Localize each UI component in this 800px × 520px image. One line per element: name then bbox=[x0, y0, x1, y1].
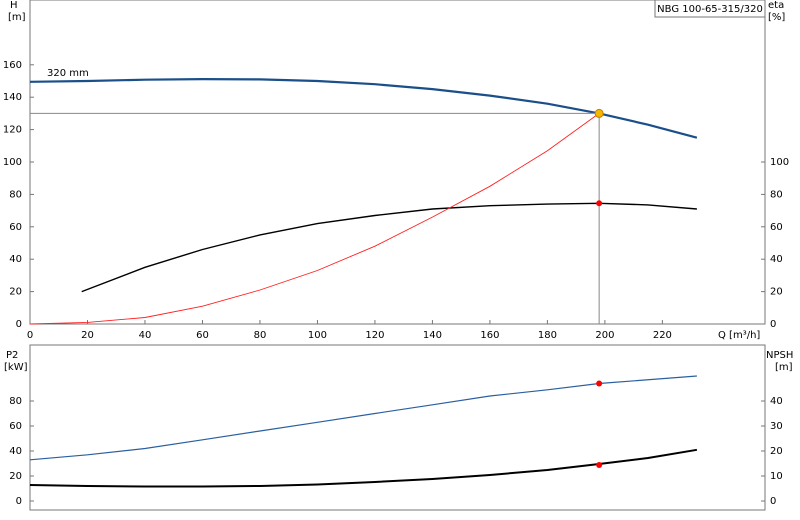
plot-frame bbox=[29, 344, 766, 511]
x-tick-label: 20 bbox=[81, 330, 94, 341]
title-box bbox=[654, 0, 766, 18]
y-tick-label: 0 bbox=[16, 319, 22, 330]
y-tick-label: 20 bbox=[9, 471, 22, 482]
operating-point bbox=[596, 462, 603, 468]
y-axis-unit: [m] bbox=[8, 12, 26, 23]
y2-tick-label: 30 bbox=[770, 421, 783, 432]
y-tick-label: 40 bbox=[9, 446, 22, 457]
y-tick-label: 80 bbox=[9, 189, 22, 200]
y-axis-label: H bbox=[10, 0, 18, 11]
curve bbox=[81, 202, 697, 293]
y2-tick-label: 0 bbox=[770, 319, 776, 330]
y2-axis-label: NPSH bbox=[766, 350, 793, 361]
y-tick-label: 60 bbox=[9, 421, 22, 432]
x-tick-label: 140 bbox=[423, 330, 442, 341]
y2-axis-unit: [m] bbox=[775, 362, 793, 373]
x-tick-label: 80 bbox=[254, 330, 267, 341]
x-tick-label: 160 bbox=[480, 330, 499, 341]
curve bbox=[29, 448, 698, 488]
y2-tick-label: 60 bbox=[770, 222, 783, 233]
operating-point bbox=[596, 380, 603, 387]
y2-tick-label: 100 bbox=[770, 157, 789, 168]
y2-tick-label: 0 bbox=[770, 496, 776, 507]
operating-point bbox=[596, 200, 603, 207]
curve bbox=[29, 77, 698, 139]
y2-tick-label: 40 bbox=[770, 396, 783, 407]
y-tick-label: 140 bbox=[3, 92, 22, 103]
y-tick-label: 120 bbox=[3, 125, 22, 136]
x-axis-label: Q [m³/h] bbox=[718, 330, 760, 341]
curve bbox=[29, 113, 600, 325]
curve-label: 320 mm bbox=[47, 68, 89, 79]
curve bbox=[29, 375, 697, 461]
x-tick-label: 100 bbox=[308, 330, 327, 341]
y2-tick-label: 40 bbox=[770, 254, 783, 265]
plot-frame bbox=[29, 0, 766, 325]
y2-axis-label: eta bbox=[768, 0, 784, 11]
chart-title: NBG 100-65-315/320 bbox=[657, 4, 763, 15]
y-axis-label: P2 bbox=[6, 350, 18, 361]
y2-tick-label: 10 bbox=[770, 471, 783, 482]
y-tick-label: 20 bbox=[9, 287, 22, 298]
x-tick-label: 200 bbox=[595, 330, 614, 341]
y2-tick-label: 80 bbox=[770, 189, 783, 200]
x-tick-label: 180 bbox=[538, 330, 557, 341]
y-axis-unit: [kW] bbox=[4, 362, 28, 373]
x-tick-label: 120 bbox=[365, 330, 384, 341]
y2-tick-label: 20 bbox=[770, 446, 783, 457]
operating-point bbox=[594, 108, 604, 118]
x-tick-label: 40 bbox=[139, 330, 152, 341]
y-tick-label: 80 bbox=[9, 396, 22, 407]
x-tick-label: 220 bbox=[653, 330, 672, 341]
y-tick-label: 100 bbox=[3, 157, 22, 168]
x-tick-label: 0 bbox=[27, 330, 33, 341]
y2-axis-unit: [%] bbox=[768, 12, 785, 23]
y-tick-label: 40 bbox=[9, 254, 22, 265]
x-tick-label: 60 bbox=[196, 330, 209, 341]
y2-tick-label: 20 bbox=[770, 287, 783, 298]
y-tick-label: 60 bbox=[9, 222, 22, 233]
y-tick-label: 160 bbox=[3, 60, 22, 71]
y-tick-label: 0 bbox=[16, 496, 22, 507]
